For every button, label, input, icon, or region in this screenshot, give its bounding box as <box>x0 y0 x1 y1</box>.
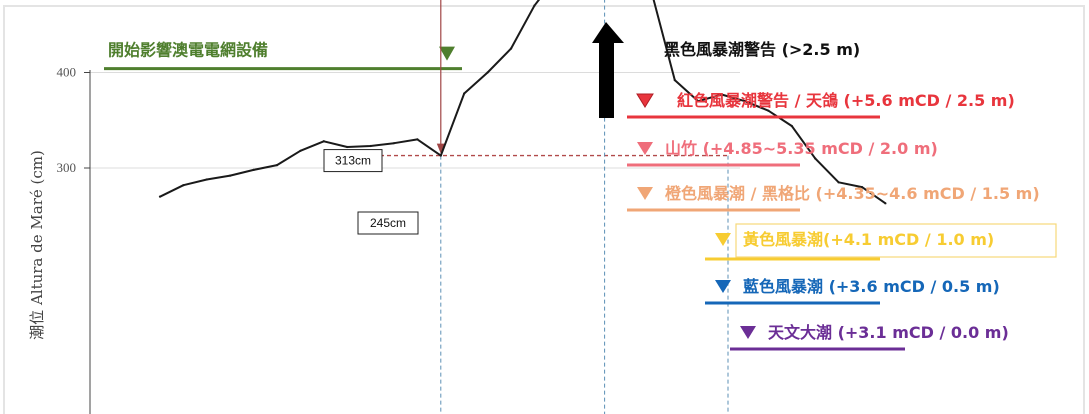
tide-data-point <box>814 157 817 160</box>
annotation-layer: 開始影響澳電電網設備 <box>104 0 730 414</box>
tide-data-point <box>205 178 208 181</box>
tide-data-point <box>533 4 536 7</box>
warning-label: 橙色風暴潮 / 黑格比 (+4.35~4.6 mCD / 1.5 m) <box>665 184 1040 203</box>
y-axis-label-group: 潮位 Altura de Maré (cm) <box>28 150 46 340</box>
y-axis-label: 潮位 Altura de Maré (cm) <box>28 150 46 340</box>
tide-data-point <box>673 79 676 82</box>
tide-data-point <box>463 92 466 95</box>
tide-data-point <box>486 71 489 74</box>
tide-data-point <box>322 140 325 143</box>
tide-data-point <box>299 149 302 152</box>
warning-marker-icon <box>740 326 756 339</box>
tide-data-point <box>158 195 162 198</box>
axis-layer: 300400500600 <box>57 65 91 414</box>
warning-legend-layer: 紅色風暴潮警告 / 天鴿 (+5.6 mCD / 2.5 m) 山竹 (+4.85… <box>627 91 1057 351</box>
tide-data-point <box>884 202 887 205</box>
black-warning-header: 黑色風暴潮警告 (>2.5 m) <box>664 40 860 59</box>
tide-data-point <box>509 47 513 50</box>
tide-data-point <box>229 174 232 177</box>
rise-value-label: 245cm <box>370 216 406 230</box>
tide-data-point <box>392 142 396 145</box>
rise-value-label-box <box>357 211 419 235</box>
tide-data-point <box>416 138 419 141</box>
base-value-label-box <box>323 149 383 173</box>
tide-series-line <box>159 0 886 205</box>
y-tick-label: 400 <box>57 65 77 80</box>
grid-layer <box>90 72 740 169</box>
tide-data-point <box>369 144 372 148</box>
tide-data-point <box>697 100 700 103</box>
tide-data-point <box>837 181 840 184</box>
warning-label: 藍色風暴潮 (+3.6 mCD / 0.5 m) <box>743 277 1000 296</box>
warning-marker-icon <box>636 93 654 108</box>
equipment-threshold-label: 開始影響澳電電網設備 <box>108 41 268 60</box>
tide-data-point <box>860 186 864 189</box>
warning-label: 黃色風暴潮(+4.1 mCD / 1.0 m) <box>742 230 994 249</box>
warning-marker-icon <box>715 233 731 246</box>
tide-data-point <box>439 154 442 157</box>
tide-data-point <box>720 93 723 96</box>
black-warning-arrow-icon <box>592 22 624 118</box>
chart-frame <box>3 5 1085 414</box>
series-layer <box>158 0 887 205</box>
warning-label: 山竹 (+4.85~5.35 mCD / 2.0 m) <box>665 139 938 158</box>
warning-marker-icon <box>637 142 653 155</box>
tide-data-point <box>790 124 793 128</box>
warning-marker-icon <box>637 187 653 200</box>
tide-data-point <box>743 100 747 103</box>
warning-label: 天文大潮 (+3.1 mCD / 0.0 m) <box>768 323 1009 342</box>
warning-label-box <box>735 223 1057 258</box>
tide-data-point <box>767 109 770 112</box>
equipment-marker-icon <box>439 46 455 61</box>
base-value-label: 313cm <box>335 154 371 168</box>
tide-data-point <box>346 145 349 149</box>
y-tick-label: 300 <box>57 160 77 175</box>
tide-data-point <box>182 184 185 187</box>
tide-data-point <box>275 164 279 167</box>
rise-arrow-head-bottom-icon <box>436 143 445 154</box>
tide-data-point <box>252 168 255 172</box>
warning-label: 紅色風暴潮警告 / 天鴿 (+5.6 mCD / 2.5 m) <box>677 91 1015 110</box>
warning-marker-icon <box>715 280 731 293</box>
annotation-label-layer: 558cm245cm313cm <box>323 149 419 235</box>
